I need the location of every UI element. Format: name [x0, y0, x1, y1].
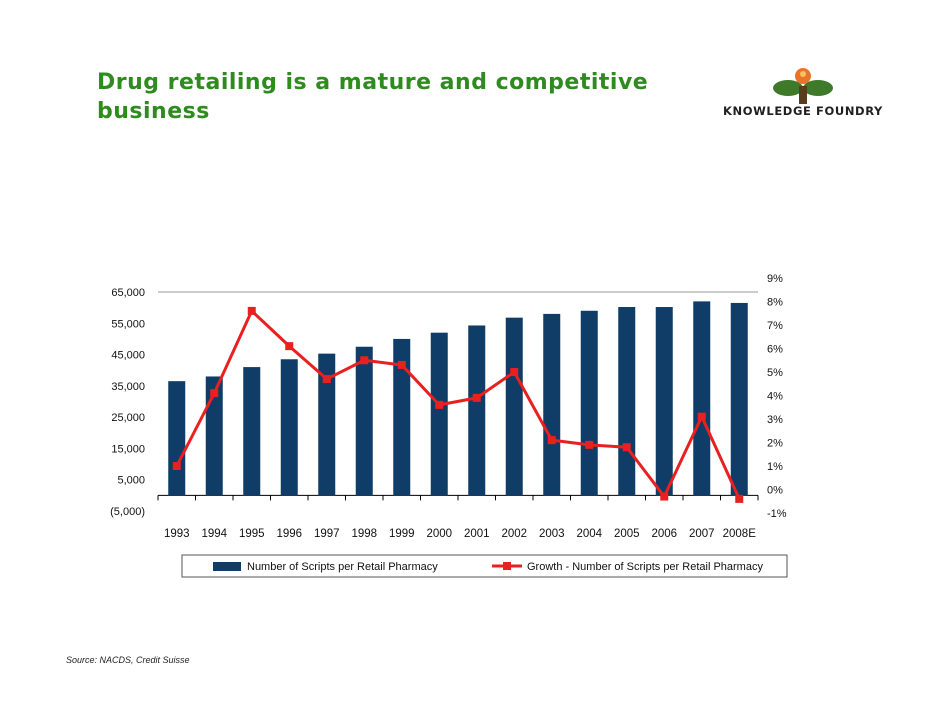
growth-marker	[322, 375, 331, 384]
y-right-tick-label: 8%	[767, 297, 783, 309]
x-tick-label: 1996	[276, 528, 302, 540]
y-right-tick-label: -1%	[767, 508, 787, 520]
growth-marker	[210, 389, 219, 398]
x-tick-label: 1995	[239, 528, 265, 540]
knowledge-foundry-logo: KNOWLEDGE FOUNDRY	[718, 64, 888, 124]
growth-marker	[360, 356, 369, 365]
legend-line-marker	[503, 562, 511, 570]
y-left-tick-label: 35,000	[111, 381, 145, 393]
growth-marker	[397, 360, 406, 369]
growth-marker	[735, 494, 744, 503]
bar	[355, 346, 373, 496]
bar	[280, 359, 298, 496]
y-right-tick-label: 3%	[767, 414, 783, 426]
y-right-tick-label: 5%	[767, 367, 783, 379]
x-tick-label: 1993	[164, 528, 190, 540]
bar	[168, 381, 186, 496]
y-left-tick-label: 45,000	[111, 350, 145, 362]
bar	[580, 310, 598, 496]
legend-box	[181, 554, 788, 578]
bar	[693, 301, 711, 496]
x-tick-label: 2008E	[723, 528, 757, 540]
bar	[243, 367, 261, 496]
y-left-tick-label: (5,000)	[110, 506, 145, 518]
bar	[430, 332, 448, 496]
y-right-tick-label: 7%	[767, 320, 783, 332]
logo-leaf-icon	[773, 68, 833, 104]
bar	[205, 376, 223, 496]
growth-marker	[285, 342, 294, 351]
y-left-tick-label: 5,000	[117, 475, 145, 487]
slide-title-line-2: business	[97, 99, 210, 124]
growth-marker	[547, 436, 556, 445]
growth-marker	[585, 440, 594, 449]
y-right-tick-label: 0%	[767, 485, 783, 497]
bar	[318, 353, 336, 496]
x-tick-label: 2004	[576, 528, 602, 540]
bar	[393, 338, 411, 496]
y-left-tick-label: 15,000	[111, 443, 145, 455]
y-right-tick-label: 9%	[767, 273, 783, 285]
growth-marker	[435, 400, 444, 409]
legend-bar-label: Number of Scripts per Retail Pharmacy	[247, 561, 438, 573]
y-right-tick-label: 2%	[767, 438, 783, 450]
growth-marker	[510, 368, 519, 376]
y-left-tick-label: 65,000	[111, 287, 145, 299]
logo-text: KNOWLEDGE FOUNDRY	[723, 104, 883, 118]
bar	[655, 307, 673, 496]
bar	[730, 302, 748, 496]
x-tick-label: 2003	[539, 528, 565, 540]
legend-bar-swatch	[213, 562, 241, 571]
y-right-tick-label: 6%	[767, 344, 783, 356]
growth-marker	[660, 492, 669, 501]
y-left-tick-label: 25,000	[111, 412, 145, 424]
growth-marker	[172, 462, 181, 470]
growth-line	[175, 309, 741, 500]
x-tick-label: 2007	[689, 528, 715, 540]
growth-marker	[697, 412, 706, 421]
legend-line-label: Growth - Number of Scripts per Retail Ph…	[527, 561, 763, 573]
source-note: Source: NACDS, Credit Suisse	[66, 655, 190, 665]
x-tick-label: 1997	[314, 528, 340, 540]
y-right-tick-label: 1%	[767, 461, 783, 473]
slide-title: Drug retailing is a mature and competiti…	[97, 68, 697, 126]
growth-marker	[472, 393, 481, 402]
x-tick-label: 1994	[201, 528, 227, 540]
x-tick-label: 1998	[351, 528, 377, 540]
y-left-tick-label: 55,000	[111, 318, 145, 330]
x-tick-label: 2005	[614, 528, 640, 540]
bar	[468, 325, 486, 496]
growth-marker	[622, 443, 631, 452]
x-tick-label: 2006	[651, 528, 677, 540]
x-tick-label: 2002	[501, 528, 527, 540]
x-tick-label: 1999	[389, 528, 415, 540]
bar	[543, 313, 561, 496]
y-right-tick-label: 4%	[767, 391, 783, 403]
bar	[618, 307, 636, 496]
bar	[505, 317, 523, 496]
slide-title-line-1: Drug retailing is a mature and competiti…	[97, 70, 649, 95]
x-tick-label: 2001	[464, 528, 490, 540]
growth-marker	[247, 306, 256, 315]
x-tick-label: 2000	[426, 528, 452, 540]
